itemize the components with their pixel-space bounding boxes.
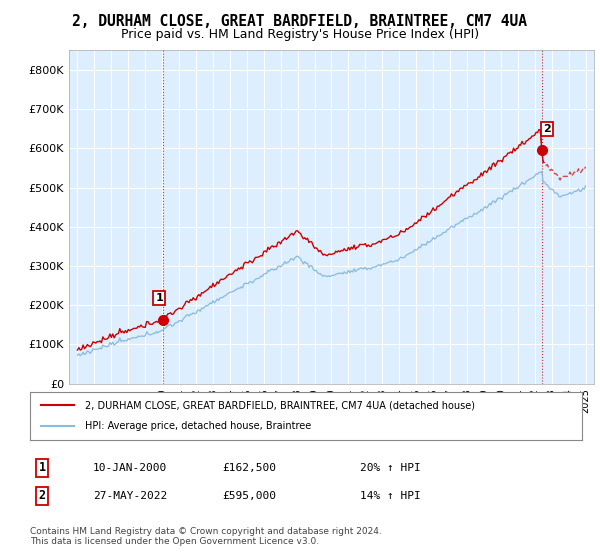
Text: Price paid vs. HM Land Registry's House Price Index (HPI): Price paid vs. HM Land Registry's House … — [121, 28, 479, 41]
Text: 20% ↑ HPI: 20% ↑ HPI — [360, 463, 421, 473]
Text: 2, DURHAM CLOSE, GREAT BARDFIELD, BRAINTREE, CM7 4UA: 2, DURHAM CLOSE, GREAT BARDFIELD, BRAINT… — [73, 14, 527, 29]
Text: 2, DURHAM CLOSE, GREAT BARDFIELD, BRAINTREE, CM7 4UA (detached house): 2, DURHAM CLOSE, GREAT BARDFIELD, BRAINT… — [85, 400, 475, 410]
Text: HPI: Average price, detached house, Braintree: HPI: Average price, detached house, Brai… — [85, 421, 311, 431]
Text: £595,000: £595,000 — [222, 491, 276, 501]
Text: 2: 2 — [38, 489, 46, 502]
Text: 2: 2 — [543, 124, 551, 134]
Text: £162,500: £162,500 — [222, 463, 276, 473]
Text: 1: 1 — [38, 461, 46, 474]
Text: 10-JAN-2000: 10-JAN-2000 — [93, 463, 167, 473]
Text: 1: 1 — [155, 293, 163, 304]
Text: 14% ↑ HPI: 14% ↑ HPI — [360, 491, 421, 501]
Text: 27-MAY-2022: 27-MAY-2022 — [93, 491, 167, 501]
Text: Contains HM Land Registry data © Crown copyright and database right 2024.
This d: Contains HM Land Registry data © Crown c… — [30, 526, 382, 546]
